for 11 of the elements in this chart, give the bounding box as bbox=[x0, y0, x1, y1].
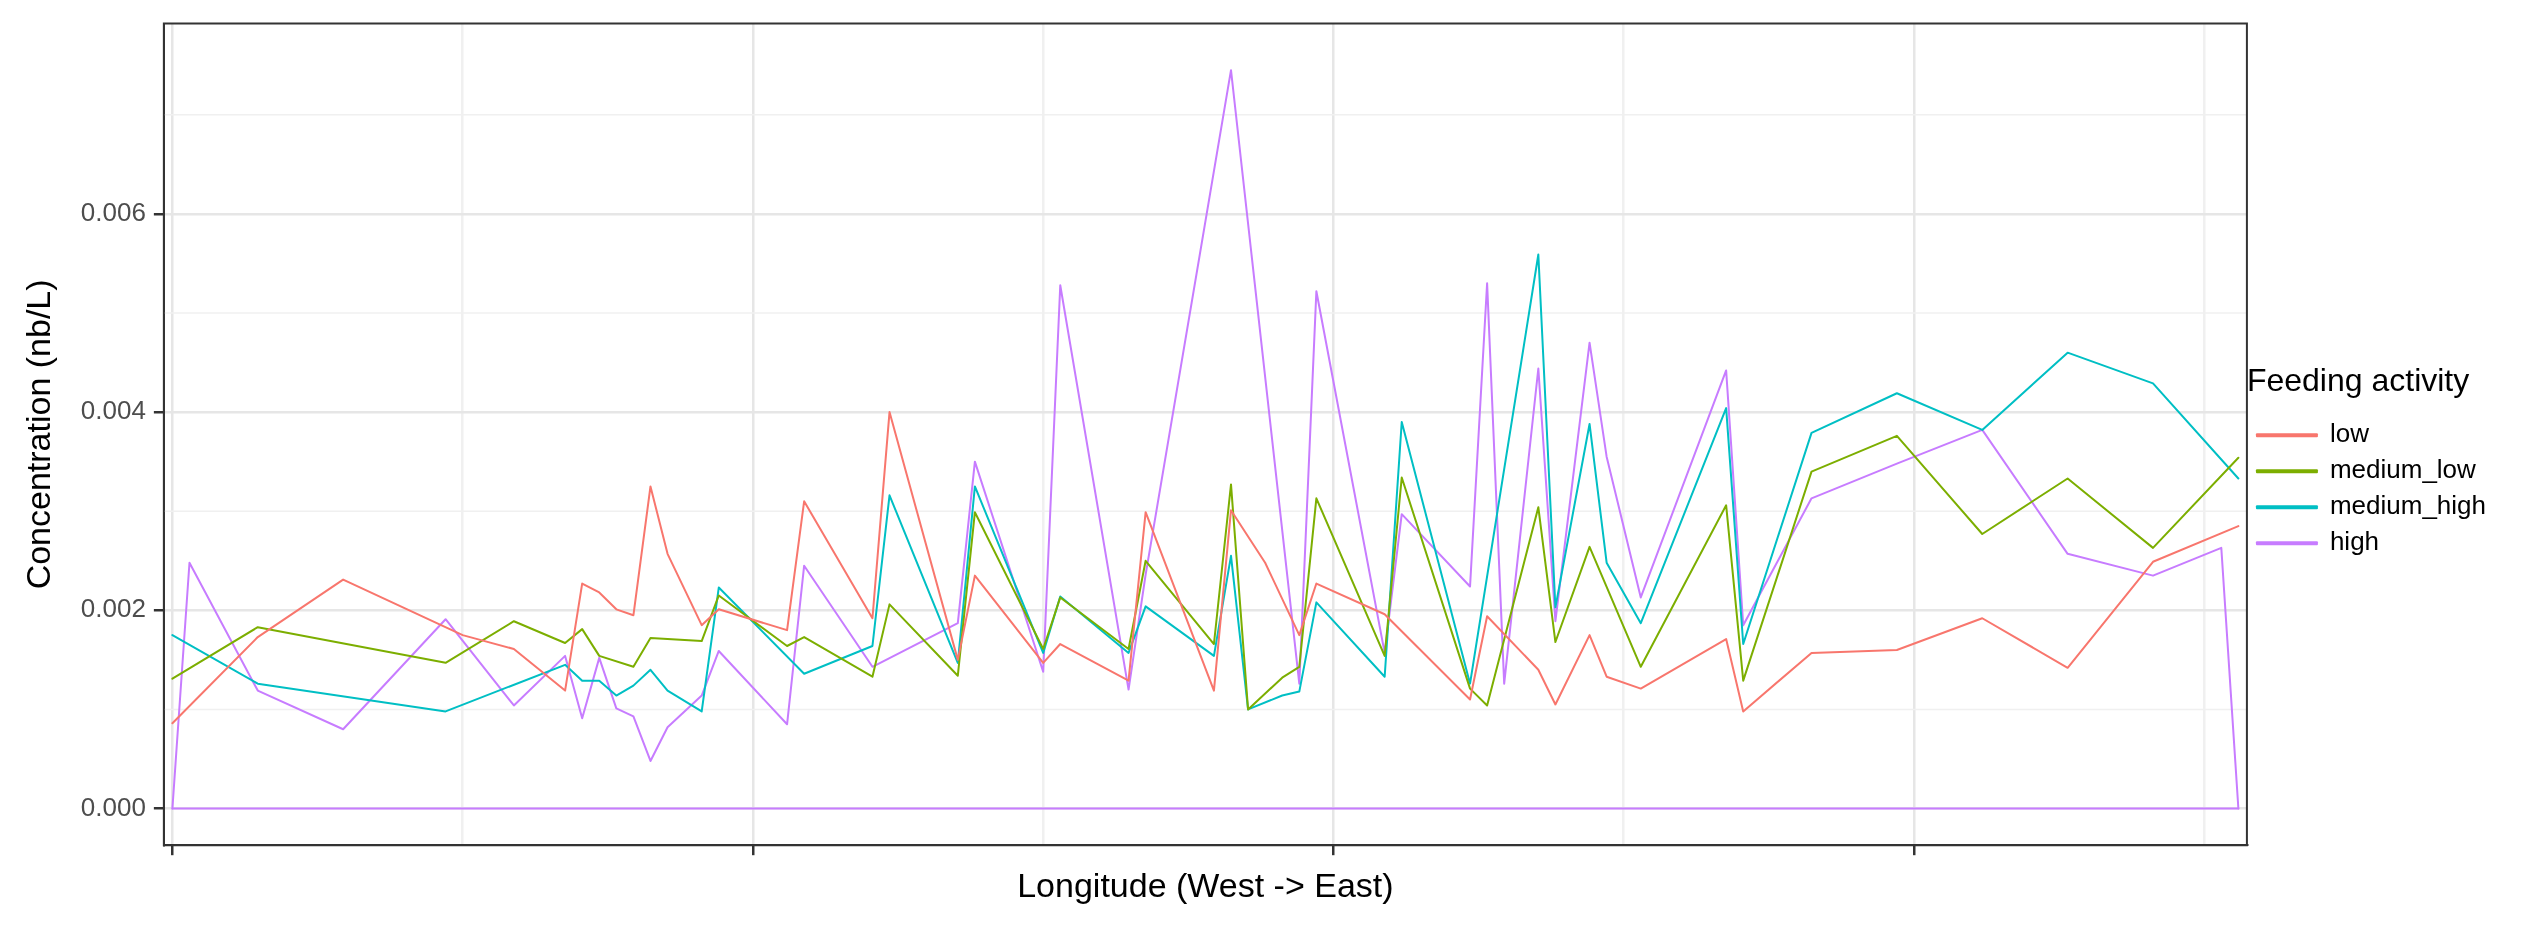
y-tick-label: 0.002 bbox=[80, 593, 146, 624]
y-tick-label: 0.006 bbox=[80, 197, 146, 228]
legend-label: medium_low bbox=[2329, 454, 2477, 485]
legend-label: high bbox=[2329, 526, 2380, 557]
legend-label: medium_high bbox=[2329, 490, 2486, 521]
legend-title: Feeding activity bbox=[2246, 361, 2470, 398]
y-tick-label: 0.000 bbox=[80, 791, 146, 822]
y-axis-title: Concentration (nb/L) bbox=[18, 279, 57, 590]
legend-label: low bbox=[2329, 418, 2370, 449]
x-axis-title: Longitude (West -> East) bbox=[1017, 865, 1394, 904]
y-tick-label: 0.004 bbox=[80, 395, 146, 426]
